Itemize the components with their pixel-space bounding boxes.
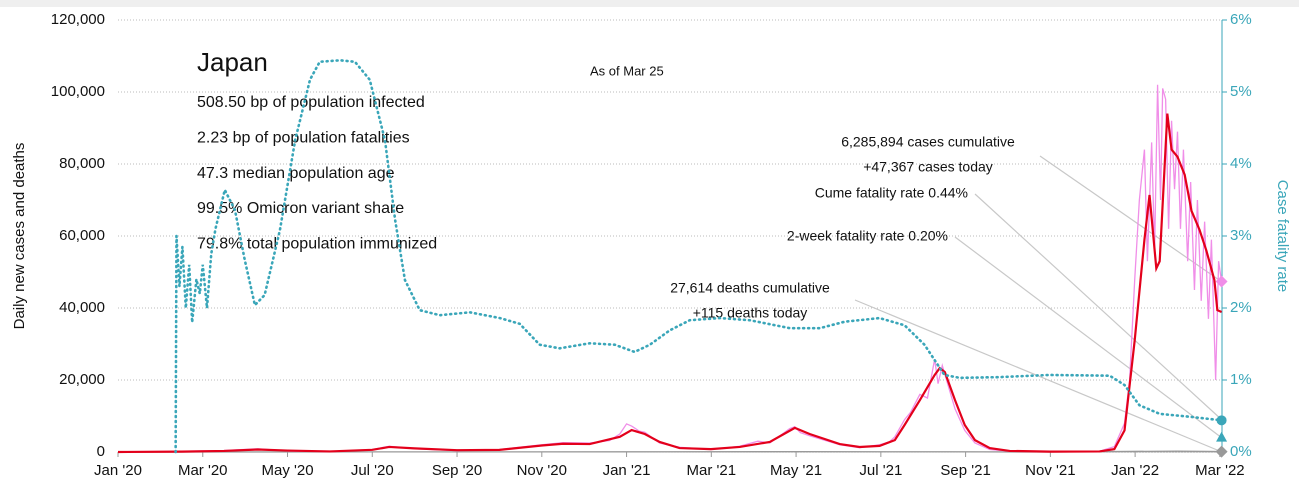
stat-line: 2.23 bp of population fatalities — [197, 130, 410, 147]
x-tick-label: Jan '22 — [1111, 462, 1159, 479]
x-tick-label: Mar '22 — [1195, 462, 1245, 479]
x-tick-label: Jan '20 — [94, 462, 142, 479]
y2-tick-label: 6% — [1230, 11, 1252, 28]
y-tick-label: 60,000 — [59, 227, 105, 244]
series-line — [117, 450, 1222, 453]
stat-line: 79.8% total population immunized — [197, 235, 437, 252]
y2-axis-label: Case fatality rate — [1274, 180, 1291, 293]
y2-tick-label: 4% — [1230, 155, 1252, 172]
end-marker — [1215, 275, 1228, 288]
y2-tick-label: 2% — [1230, 299, 1252, 316]
x-tick-label: Mar '20 — [178, 462, 228, 479]
y2-tick-label: 0% — [1230, 443, 1252, 460]
x-tick-label: Sep '20 — [432, 462, 482, 479]
x-tick-label: May '20 — [261, 462, 313, 479]
annotation: Cume fatality rate 0.44% — [815, 185, 968, 201]
x-tick-label: Jul '20 — [351, 462, 394, 479]
series-line — [117, 113, 1223, 454]
x-tick-label: Mar '21 — [687, 462, 737, 479]
series-line — [174, 59, 1223, 454]
annotation: 2-week fatality rate 0.20% — [787, 228, 948, 244]
y-tick-label: 20,000 — [59, 371, 105, 388]
y-tick-label: 80,000 — [59, 155, 105, 172]
y-axis-label: Daily new cases and deaths — [11, 143, 28, 330]
x-tick-label: Jan '21 — [603, 462, 651, 479]
end-marker — [1215, 445, 1228, 458]
chart-title: Japan — [197, 47, 268, 77]
annotation: +47,367 cases today — [863, 159, 993, 175]
y2-tick-label: 5% — [1230, 83, 1252, 100]
y-tick-label: 100,000 — [51, 83, 105, 100]
annotation: +115 deaths today — [693, 305, 808, 321]
end-marker — [1216, 415, 1227, 426]
annotation: 27,614 deaths cumulative — [670, 280, 830, 296]
leader-line — [974, 193, 1223, 421]
x-tick-label: Nov '20 — [517, 462, 567, 479]
x-tick-label: Jul '21 — [859, 462, 902, 479]
end-marker — [1216, 431, 1228, 442]
x-tick-label: May '21 — [770, 462, 822, 479]
y2-tick-label: 1% — [1230, 371, 1252, 388]
annotation: 6,285,894 cases cumulative — [841, 134, 1015, 150]
top-band — [0, 0, 1299, 7]
leader-line — [954, 236, 1223, 439]
x-tick-label: Nov '21 — [1025, 462, 1075, 479]
leader-line — [1039, 155, 1223, 283]
stat-line: 508.50 bp of population infected — [197, 94, 425, 111]
x-tick-label: Sep '21 — [940, 462, 990, 479]
y2-tick-label: 3% — [1230, 227, 1252, 244]
chart-subtitle: As of Mar 25 — [590, 63, 664, 78]
y-tick-label: 0 — [97, 443, 105, 460]
y-tick-label: 40,000 — [59, 299, 105, 316]
stat-line: 99.5% Omicron variant share — [197, 200, 404, 217]
y-tick-label: 120,000 — [51, 11, 105, 28]
stat-line: 47.3 median population age — [197, 165, 395, 182]
